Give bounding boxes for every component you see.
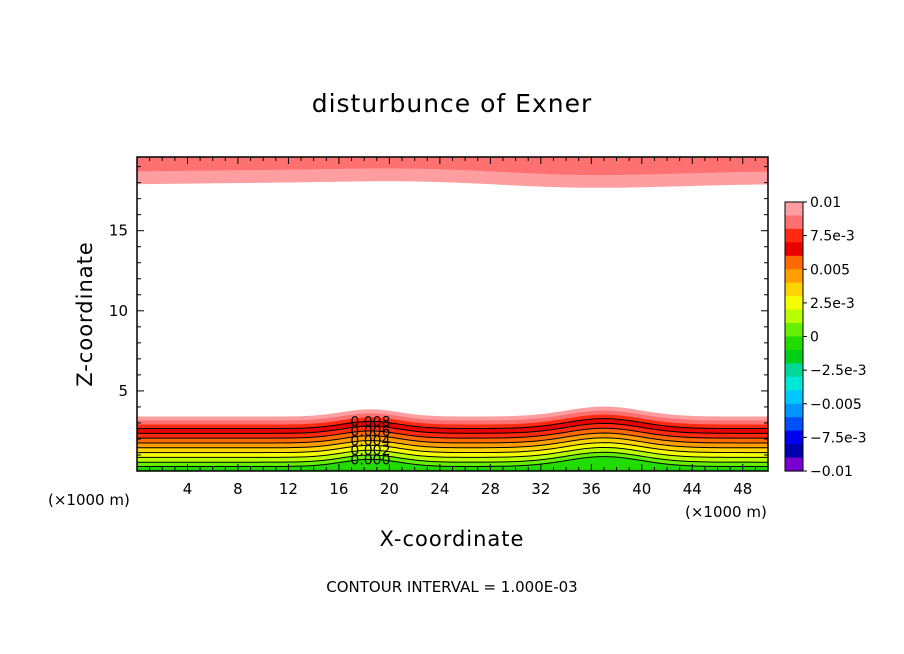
colorbar-segment	[785, 282, 803, 297]
colorbar-segment	[785, 309, 803, 324]
colorbar-segment	[785, 390, 803, 405]
colorbar-tick-label: −7.5e-3	[810, 430, 867, 446]
colorbar-segment	[785, 255, 803, 270]
colorbar-tick-label: 0	[810, 330, 819, 346]
colorbar-segment	[785, 444, 803, 459]
x-unit-left: (×1000 m)	[48, 491, 130, 509]
contour-line	[137, 456, 768, 468]
x-tick-label: 8	[233, 480, 243, 498]
contour-band-upper	[137, 157, 768, 175]
colorbar-segment	[785, 215, 803, 230]
colorbar-segment	[785, 336, 803, 351]
x-tick-label: 16	[329, 480, 348, 498]
x-axis-label: X-coordinate	[380, 527, 525, 551]
colorbar-tick-label: −0.005	[810, 397, 862, 413]
contour-line	[137, 442, 768, 454]
colorbar-tick-label: −2.5e-3	[810, 363, 867, 379]
contour-label: 0.000	[350, 452, 390, 468]
colorbar-segment	[785, 403, 803, 418]
contour-label: 0.006	[350, 424, 390, 440]
x-tick-label: 44	[683, 480, 702, 498]
colorbar-segment	[785, 349, 803, 364]
colorbar-segment	[785, 296, 803, 311]
contour-label: 0.004	[350, 434, 390, 450]
x-unit-right: (×1000 m)	[685, 503, 767, 521]
x-tick-label: 40	[632, 480, 651, 498]
y-axis-label: Z-coordinate	[73, 241, 97, 387]
colorbar-segment	[785, 242, 803, 257]
x-axis-ticks: 4 8 12 16 20 24 28 32 36 40 44 48	[149, 157, 756, 498]
contour-line	[137, 422, 768, 434]
contour-line	[137, 418, 768, 430]
colorbar-segment	[785, 228, 803, 243]
y-tick-label: 10	[109, 302, 128, 320]
colorbar-tick-label: 0.01	[810, 195, 841, 211]
x-tick-label: 36	[582, 480, 601, 498]
contour-lines	[137, 418, 768, 468]
contour-interval-footer: CONTOUR INTERVAL = 1.000E-03	[326, 578, 577, 596]
colorbar-segment	[785, 430, 803, 445]
colorbar-segment	[785, 363, 803, 378]
x-tick-label: 32	[531, 480, 550, 498]
contour-line	[137, 432, 768, 444]
chart-title: disturbunce of Exner	[312, 89, 593, 118]
y-axis-ticks: 5 10 15	[109, 166, 768, 456]
x-tick-label: 28	[481, 480, 500, 498]
y-tick-label: 15	[109, 222, 128, 240]
plot-area	[137, 157, 768, 471]
colorbar-tick-label: 0.005	[810, 262, 850, 278]
contour-line	[137, 451, 768, 463]
x-tick-label: 20	[380, 480, 399, 498]
contour-label: 0.008	[350, 414, 390, 430]
colorbar-tick-label: −0.01	[810, 464, 853, 480]
colorbar-segment	[785, 269, 803, 284]
colorbar: 0.01 7.5e-3 0.005 2.5e-3 0 −2.5e-3 −0.005 −7.5e…	[784, 195, 867, 480]
colorbar-segment	[785, 417, 803, 432]
contour-line	[137, 446, 768, 458]
colorbar-segment	[785, 323, 803, 338]
contour-band-lower	[137, 456, 768, 471]
x-tick-label: 48	[733, 480, 752, 498]
colorbar-tick-label: 2.5e-3	[810, 296, 855, 312]
contour-line	[137, 437, 768, 449]
colorbar-tick-label: 7.5e-3	[810, 229, 855, 245]
x-tick-label: 12	[279, 480, 298, 498]
contour-label: 0.002	[350, 443, 390, 459]
colorbar-segment	[785, 202, 803, 217]
contour-line	[137, 427, 768, 439]
colorbar-segment	[785, 457, 803, 472]
colorbar-segment	[785, 376, 803, 391]
y-tick-label: 5	[118, 382, 128, 400]
x-tick-label: 4	[183, 480, 193, 498]
x-tick-label: 24	[430, 480, 449, 498]
